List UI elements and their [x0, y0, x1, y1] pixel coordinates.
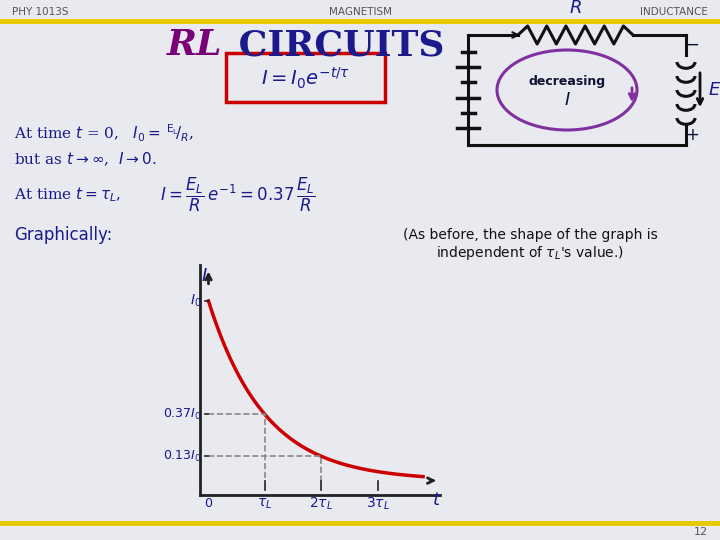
- Text: $I$: $I$: [201, 267, 207, 285]
- Text: RL: RL: [166, 28, 222, 62]
- Text: 12: 12: [694, 527, 708, 537]
- Text: $I = I_0 e^{-t/\tau}$: $I = I_0 e^{-t/\tau}$: [261, 65, 351, 91]
- Text: $3\tau_L$: $3\tau_L$: [366, 496, 390, 512]
- Text: $R$: $R$: [569, 0, 582, 17]
- Text: $\tau_L$: $\tau_L$: [257, 497, 273, 511]
- Text: $I$: $I$: [564, 91, 570, 109]
- Text: $I = \dfrac{E_L}{R}\,e^{-1} = 0.37\,\dfrac{E_L}{R}$: $I = \dfrac{E_L}{R}\,e^{-1} = 0.37\,\dfr…: [160, 176, 316, 214]
- Text: but as $t \rightarrow \infty$,  $I \rightarrow 0$.: but as $t \rightarrow \infty$, $I \right…: [14, 150, 156, 168]
- Text: (As before, the shape of the graph is
independent of $\tau_L$'s value.): (As before, the shape of the graph is in…: [402, 228, 657, 262]
- Text: MAGNETISM: MAGNETISM: [328, 7, 392, 17]
- Text: INDUCTANCE: INDUCTANCE: [640, 7, 708, 17]
- FancyBboxPatch shape: [226, 53, 385, 102]
- Text: At time $t = \tau_L$,: At time $t = \tau_L$,: [14, 186, 121, 204]
- Text: Graphically:: Graphically:: [14, 226, 112, 244]
- Text: $I_0$: $I_0$: [190, 293, 202, 309]
- Text: decreasing: decreasing: [528, 75, 606, 87]
- Text: $E_L$: $E_L$: [708, 80, 720, 100]
- Text: PHY 1013S: PHY 1013S: [12, 7, 68, 17]
- Text: $t$: $t$: [432, 491, 441, 509]
- Text: At time $t$ = 0,   $I_0 = \,^{\mathsf{E_L}}\!/_{R}$,: At time $t$ = 0, $I_0 = \,^{\mathsf{E_L}…: [14, 122, 194, 144]
- Text: +: +: [685, 126, 699, 144]
- Text: $0.37I_0$: $0.37I_0$: [163, 407, 202, 422]
- Text: −: −: [685, 36, 699, 54]
- Text: $2\tau_L$: $2\tau_L$: [310, 496, 333, 512]
- Text: CIRCUITS: CIRCUITS: [226, 28, 444, 62]
- Text: $0.13I_0$: $0.13I_0$: [163, 449, 202, 464]
- Text: $0$: $0$: [204, 497, 213, 510]
